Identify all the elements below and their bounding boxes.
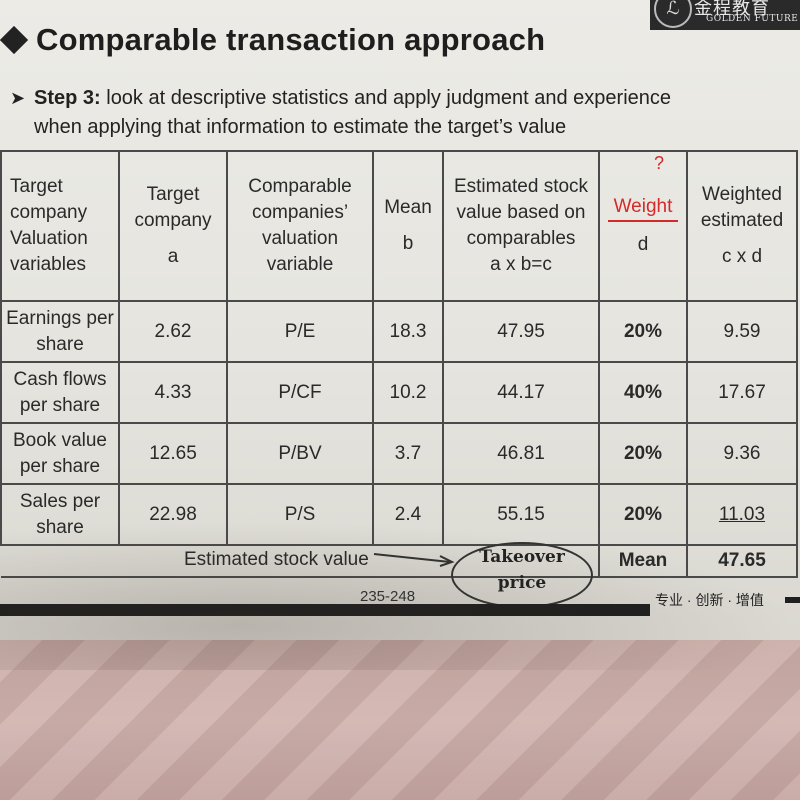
- page-reference: 235-248: [360, 588, 416, 605]
- brand-logo: ℒ 金程教育 GOLDEN FUTURE: [650, 0, 800, 30]
- red-underline: [608, 220, 678, 222]
- cell-multiple: P/BV: [226, 422, 374, 485]
- annotation-line-1: Takeover: [479, 547, 565, 567]
- step-line-2: when applying that information to estima…: [34, 116, 567, 138]
- cell-target: 4.33: [118, 361, 228, 424]
- header-cell: Estimated stock value based on comparabl…: [442, 150, 600, 302]
- cell-weight: 40%: [598, 361, 688, 424]
- cell-mean: 18.3: [372, 300, 444, 363]
- cell-estimated: 44.17: [442, 361, 600, 424]
- footer-mean-label: Mean: [598, 544, 688, 578]
- takeover-price-annotation: Takeover price: [451, 542, 593, 608]
- table-row: Sales per share 22.98 P/S 2.4 55.15 20% …: [0, 483, 798, 546]
- cell-target: 22.98: [118, 483, 228, 546]
- cell-mean: 2.4: [372, 483, 444, 546]
- header-cell: Target company a: [118, 150, 228, 302]
- cell-variable: Cash flows per share: [0, 361, 120, 424]
- footer-mean-value: 47.65: [686, 544, 798, 578]
- cell-multiple: P/S: [226, 483, 374, 546]
- step-label: Step 3:: [34, 87, 101, 109]
- cell-mean: 10.2: [372, 361, 444, 424]
- header-cell-weight: ? Weight d: [598, 150, 688, 302]
- cell-weighted: 17.67: [686, 361, 798, 424]
- cell-weight: 20%: [598, 422, 688, 485]
- cell-weight: 20%: [598, 300, 688, 363]
- table-header-row: Target company Valuation variables Targe…: [0, 150, 798, 302]
- footer-tagline: 专业 · 创新 · 增值: [655, 592, 764, 608]
- cell-variable: Earnings per share: [0, 300, 120, 363]
- arrow-to-oval-icon: [373, 553, 455, 567]
- cell-multiple: P/E: [226, 300, 374, 363]
- step-line-1: Step 3: look at descriptive statistics a…: [34, 84, 671, 113]
- cell-estimated: 47.95: [442, 300, 600, 363]
- step-text-1: look at descriptive statistics and apply…: [100, 87, 672, 109]
- cell-mean: 3.7: [372, 422, 444, 485]
- page-title: Comparable transaction approach: [36, 22, 546, 57]
- table-row: Earnings per share 2.62 P/E 18.3 47.95 2…: [0, 300, 798, 363]
- annotation-line-2: price: [497, 573, 547, 593]
- cell-target: 12.65: [118, 422, 228, 485]
- logo-english-name: GOLDEN FUTURE: [706, 14, 799, 24]
- logo-mark-icon: ℒ: [654, 0, 692, 28]
- logo-chinese-name: 金程教育: [694, 0, 770, 18]
- table-row: Book value per share 12.65 P/BV 3.7 46.8…: [0, 422, 798, 485]
- header-cell: Weighted estimated c x d: [686, 150, 798, 302]
- estimated-stock-value-label: Estimated stock value: [184, 549, 369, 570]
- cell-weighted: 11.03: [686, 483, 798, 546]
- cell-target: 2.62: [118, 300, 228, 363]
- cell-weighted: 9.36: [686, 422, 798, 485]
- cell-weight: 20%: [598, 483, 688, 546]
- cell-estimated: 55.15: [442, 483, 600, 546]
- cell-multiple: P/CF: [226, 361, 374, 424]
- cell-weighted: 9.59: [686, 300, 798, 363]
- chevron-right-icon: ➤: [10, 88, 26, 108]
- footer-bar-end: [785, 597, 800, 603]
- background-fabric: [0, 640, 800, 800]
- question-mark-annotation: ?: [654, 153, 665, 173]
- header-cell: Target company Valuation variables: [0, 150, 120, 302]
- header-cell: Mean b: [372, 150, 444, 302]
- cell-estimated: 46.81: [442, 422, 600, 485]
- valuation-table: Target company Valuation variables Targe…: [0, 150, 798, 578]
- cell-variable: Sales per share: [0, 483, 120, 546]
- footer-bar: [0, 604, 650, 616]
- table-row: Cash flows per share 4.33 P/CF 10.2 44.1…: [0, 361, 798, 424]
- header-cell: Comparable companies’ valuation variable: [226, 150, 374, 302]
- cell-variable: Book value per share: [0, 422, 120, 485]
